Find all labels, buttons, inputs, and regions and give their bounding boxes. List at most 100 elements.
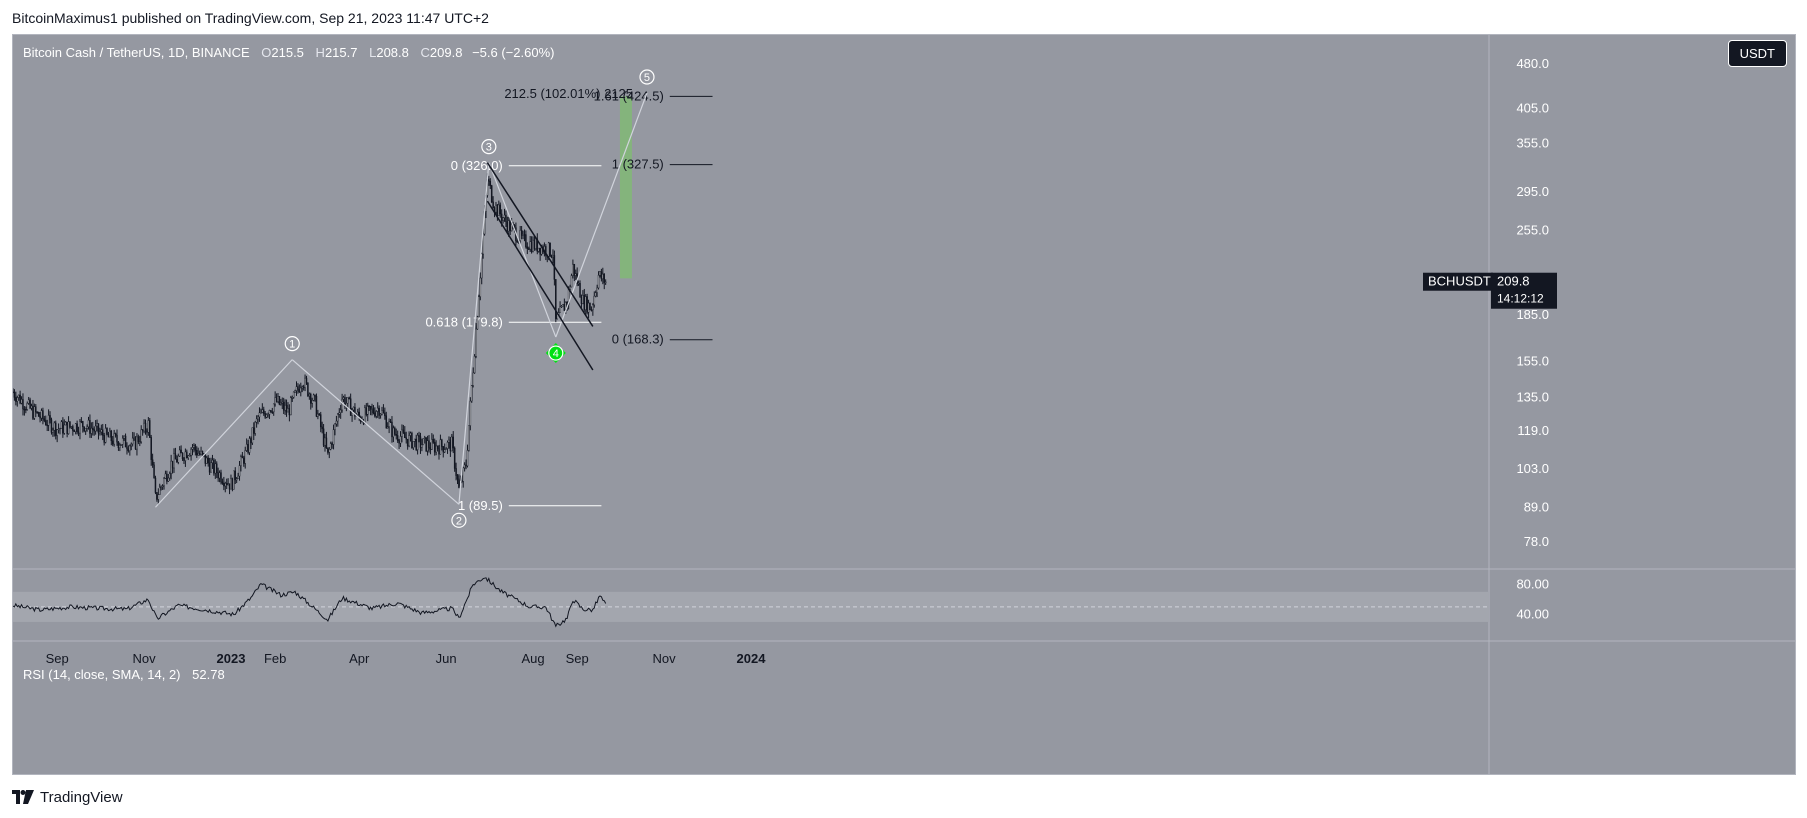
candle-body xyxy=(503,214,506,219)
candle-body xyxy=(321,426,323,430)
candle-body xyxy=(157,494,160,500)
candle-body xyxy=(45,420,47,426)
candle-body xyxy=(90,427,93,434)
candle-body xyxy=(180,449,182,454)
wave-label-4: 4 xyxy=(553,348,559,360)
candle-body xyxy=(556,314,558,320)
candle-body xyxy=(243,457,245,464)
candle-body xyxy=(431,439,433,450)
candle-body xyxy=(238,465,241,477)
candle-body xyxy=(129,445,131,452)
candle-body xyxy=(158,487,161,495)
candle-body xyxy=(469,400,472,426)
candle-body xyxy=(36,411,38,414)
candle-body xyxy=(446,442,449,449)
fib-level-label: 1.61 (424.5) xyxy=(594,88,664,103)
candle-body xyxy=(562,304,564,307)
tradingview-logo[interactable]: TradingView xyxy=(12,787,123,807)
candle-body xyxy=(580,297,583,304)
candle-body xyxy=(114,433,117,436)
candle-body xyxy=(265,414,268,418)
candle-body xyxy=(369,406,372,410)
candle-body xyxy=(268,410,271,415)
chart-frame[interactable]: 0 (326.0) 0.618 (179.8) 1 (89.5) 1.61 (424.… xyxy=(12,34,1796,775)
wave-line xyxy=(555,92,648,338)
candle-body xyxy=(84,427,87,432)
candle-body xyxy=(26,403,28,410)
candle-body xyxy=(154,477,157,493)
candle-body xyxy=(102,429,104,436)
candle-body xyxy=(67,421,70,434)
candle-body xyxy=(433,442,436,453)
candle-body xyxy=(577,283,580,285)
candle-body xyxy=(533,239,536,249)
candle-body xyxy=(298,388,301,393)
candle-body xyxy=(529,241,531,250)
candle-body xyxy=(590,309,593,311)
candle-body xyxy=(29,399,31,409)
wave-lines xyxy=(155,92,648,508)
candle-body xyxy=(121,437,124,445)
candle-body xyxy=(287,408,289,413)
candle-body xyxy=(451,436,453,452)
candle-body xyxy=(418,435,420,437)
candle-body xyxy=(478,296,480,318)
rsi-legend: RSI (14, close, SMA, 14, 2) 52.78 xyxy=(23,667,225,682)
candle-body xyxy=(589,302,591,310)
candle-body xyxy=(322,428,325,446)
candle-body xyxy=(395,434,397,436)
candle-body xyxy=(186,451,188,459)
candle-body xyxy=(415,438,417,450)
time-tick-label: 2023 xyxy=(217,651,246,666)
candle-body xyxy=(59,428,61,430)
candle-body xyxy=(338,412,341,415)
candle-body xyxy=(519,230,521,241)
candle-body xyxy=(224,483,227,487)
candle-body xyxy=(107,433,110,438)
candle-body xyxy=(215,463,218,474)
candle-body xyxy=(204,454,207,464)
candle-body xyxy=(77,431,80,434)
candle-body xyxy=(389,421,392,423)
wave-label-5: 5 xyxy=(644,72,650,84)
candle-body xyxy=(429,447,432,450)
candle-body xyxy=(140,429,142,443)
candle-body xyxy=(365,407,368,415)
candle-body xyxy=(547,242,550,257)
price-tick-label: 103.0 xyxy=(1516,461,1549,476)
close-value: 209.8 xyxy=(429,45,463,60)
candle-body xyxy=(13,391,14,394)
candle-body xyxy=(22,399,24,410)
candle-body xyxy=(545,246,547,256)
candle-body xyxy=(602,273,604,280)
candle-body xyxy=(70,426,73,428)
wave-label-circle xyxy=(481,138,497,155)
rsi-line xyxy=(13,577,607,628)
rsi-label: RSI (14, close, SMA, 14, 2) xyxy=(23,667,181,682)
price-tick-label: 155.0 xyxy=(1516,353,1549,368)
currency-button[interactable]: USDT xyxy=(1727,40,1787,67)
candle-body xyxy=(342,397,345,400)
candle-body xyxy=(206,457,208,464)
candle-body xyxy=(396,435,399,441)
candle-body xyxy=(92,427,94,430)
candle-body xyxy=(160,486,162,488)
candle-body xyxy=(402,429,405,433)
candle-body xyxy=(473,356,476,374)
candle-body xyxy=(113,433,115,445)
candle-body xyxy=(63,424,66,434)
candle-body xyxy=(245,444,248,451)
candle-body xyxy=(127,448,130,452)
candle-body xyxy=(16,397,19,402)
candle-body xyxy=(532,239,534,252)
candle-body xyxy=(207,457,209,464)
candle-body xyxy=(264,413,266,418)
candle-body xyxy=(211,459,214,463)
candle-body xyxy=(39,416,41,419)
candle-body xyxy=(270,410,272,413)
candle-body xyxy=(325,437,328,448)
price-chart[interactable]: 0 (326.0) 0.618 (179.8) 1 (89.5) 1.61 (424.… xyxy=(13,35,1795,774)
candle-body xyxy=(300,387,302,393)
candle-body xyxy=(20,399,23,404)
wave-label-1: 1 xyxy=(289,339,295,351)
